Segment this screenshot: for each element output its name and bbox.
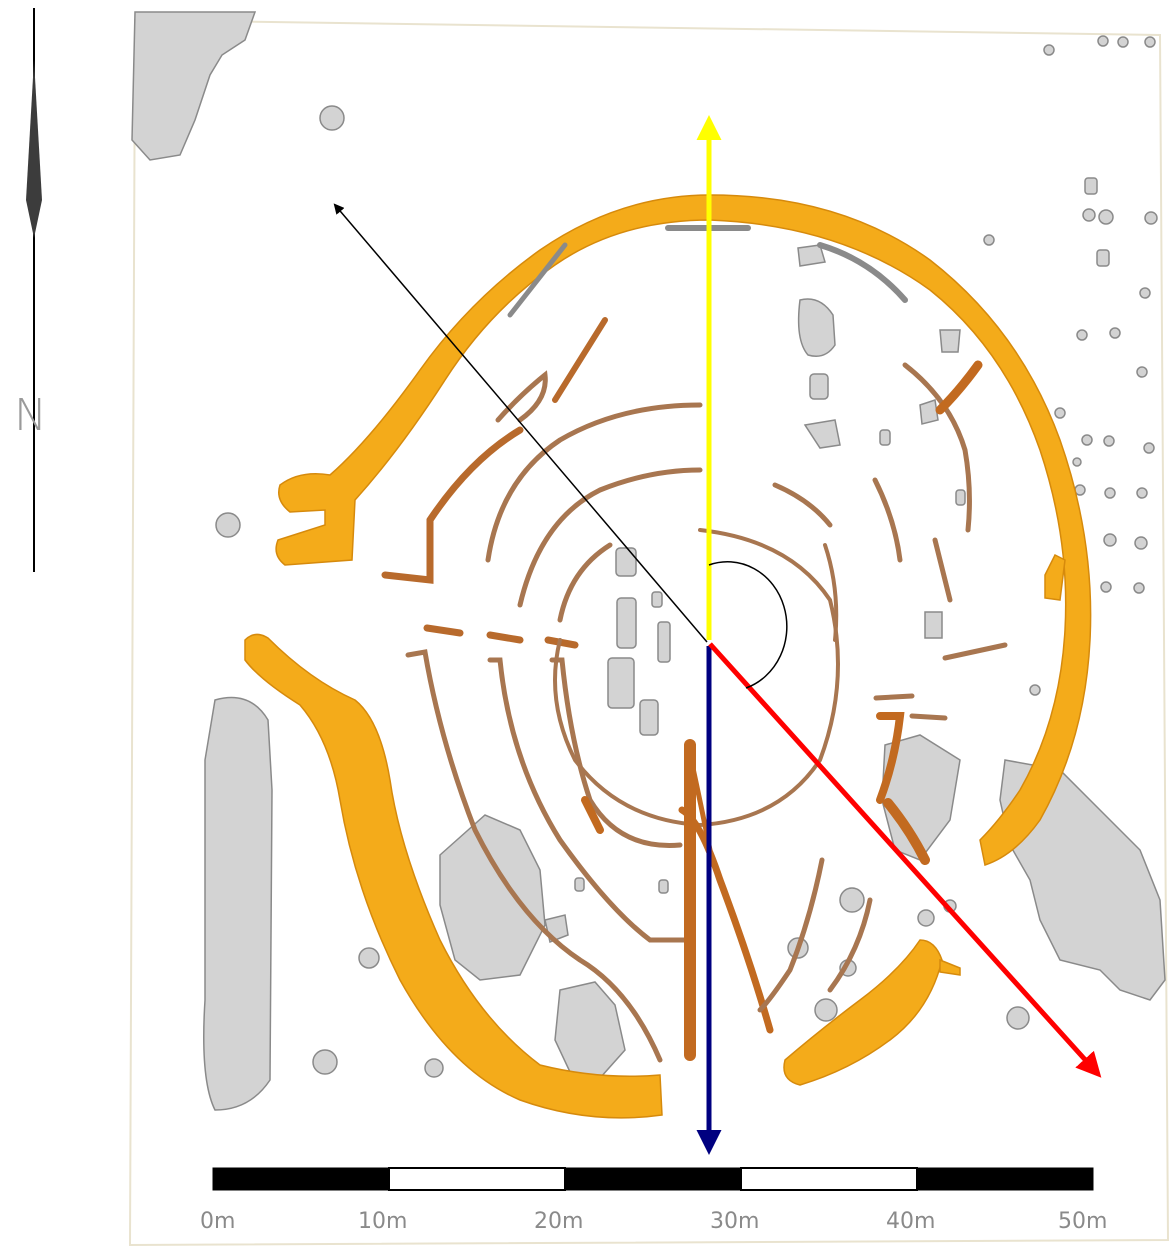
ditch-west-arc <box>244 633 663 1119</box>
ring-inner-circle <box>553 528 840 828</box>
stone-ne-cluster <box>999 759 1166 1001</box>
ditch-north-arc <box>275 194 1092 866</box>
outer-ditch <box>244 194 1092 1119</box>
scale-segment-2 <box>388 1167 566 1191</box>
scale-label-50: 50m <box>1058 1209 1107 1234</box>
scale-segment-4 <box>740 1167 918 1191</box>
angle-arc-icon <box>708 561 788 689</box>
scale-segment-5 <box>916 1167 1094 1191</box>
red-southeast-arrow <box>708 642 1102 1078</box>
scale-label-40: 40m <box>886 1209 935 1234</box>
scale-label-10: 10m <box>358 1209 407 1234</box>
scale-segment-3 <box>564 1167 742 1191</box>
north-label: N <box>14 390 47 441</box>
scale-segment-1 <box>212 1167 390 1191</box>
stone-s <box>554 981 626 1079</box>
stone-sw-large <box>203 696 273 1111</box>
ring-1-arc <box>552 317 608 403</box>
scale-bar: 0m 10m 20m 30m 40m 50m <box>200 1167 1107 1234</box>
stone-features <box>131 11 1166 1111</box>
inner-rings <box>381 225 1008 1063</box>
stone-nw-corner <box>131 11 257 161</box>
north-arrow-icon: N <box>14 8 47 572</box>
annotation-arrows <box>333 115 1102 1155</box>
stone-cluster-sw <box>439 814 546 981</box>
scale-label-20: 20m <box>534 1209 583 1234</box>
black-northwest-arrow <box>333 203 708 643</box>
scale-label-0: 0m <box>200 1209 235 1234</box>
scale-label-30: 30m <box>710 1209 759 1234</box>
